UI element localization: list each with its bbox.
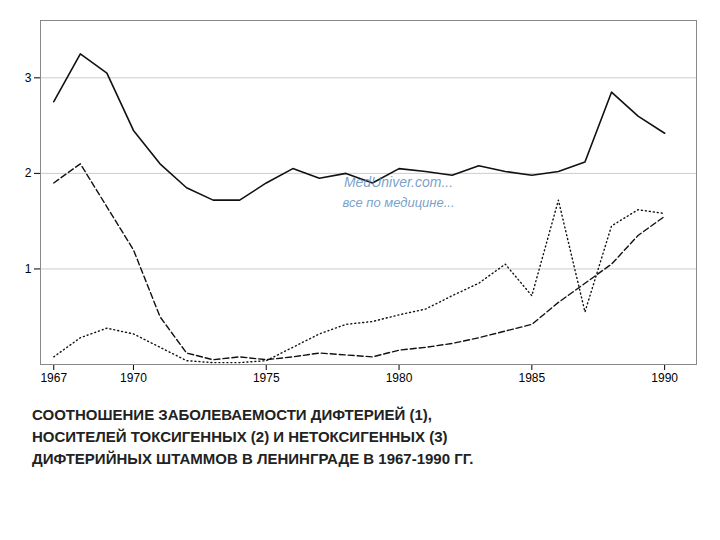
svg-text:3: 3 <box>25 71 32 85</box>
svg-text:1990: 1990 <box>651 371 678 385</box>
svg-text:1: 1 <box>25 262 32 276</box>
svg-text:1985: 1985 <box>518 371 545 385</box>
svg-text:все по медицине...: все по медицине... <box>342 195 454 210</box>
svg-text:1970: 1970 <box>120 371 147 385</box>
svg-text:1980: 1980 <box>386 371 413 385</box>
svg-text:2: 2 <box>25 166 32 180</box>
html-text:СООТНОШЕНИЕ ЗАБОЛЕВАЕМОСТИ ДИФ: СООТНОШЕНИЕ ЗАБОЛЕВАЕМОСТИ ДИФТЕРИЕЙ (1)… <box>32 406 474 467</box>
svg-text:1967: 1967 <box>40 371 67 385</box>
svg-text:MedUniver.com...: MedUniver.com... <box>344 174 453 190</box>
svg-text:1975: 1975 <box>253 371 280 385</box>
